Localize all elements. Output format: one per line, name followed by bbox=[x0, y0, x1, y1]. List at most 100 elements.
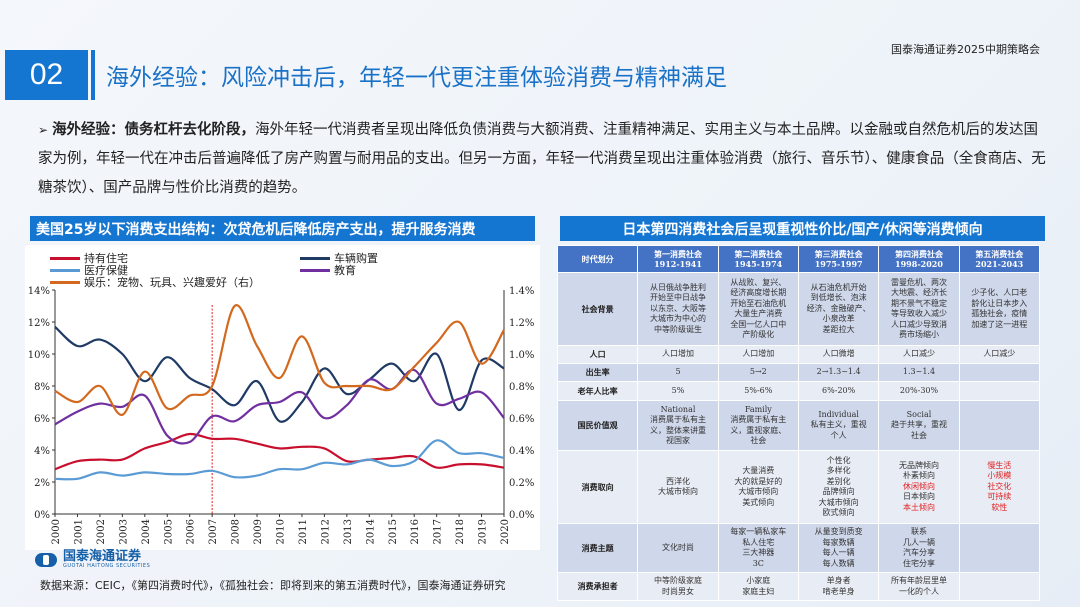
x-tick-label: 2004 bbox=[141, 519, 152, 544]
x-tick-label: 2000 bbox=[51, 519, 62, 544]
table-cell: 1.3~1.4 bbox=[878, 363, 960, 382]
x-tick-label: 2018 bbox=[455, 519, 466, 544]
conference-label: 国泰海通证券2025中期策略会 bbox=[891, 43, 1040, 56]
y-left-tick-label: 0% bbox=[34, 510, 50, 521]
logo-mark-icon bbox=[35, 552, 57, 567]
chart-svg: 0% 0.0% 2% 0.2% 4% 0.4% 6% 0.6% 8% 0.8% 10% 1.0% 12%… bbox=[28, 286, 535, 544]
y-right-tick-label: 1.0% bbox=[509, 350, 534, 361]
table-row: 消费主题 文化时尚 每家一辆私家车 私人住宅 三大神器 3C 从量变到质变 每家数辆 每人一辆每… bbox=[556, 523, 1041, 573]
row-header-cell: 消费主题 bbox=[556, 523, 639, 573]
y-right-tick-label: 1.4% bbox=[509, 286, 534, 297]
table-cell: 人口增加 bbox=[717, 345, 799, 364]
table-cell: 5%-6% bbox=[717, 381, 799, 401]
table-cell: 雷曼危机、两次 大地震、经济长 期不景气不稳定 等导致收入减少 人口减少导致消 费市场缩小 bbox=[878, 272, 960, 346]
table-row: 人口 人口增加 人口增加 人口微增 人口减少 人口减少 bbox=[556, 345, 1041, 364]
x-tick-label: 2016 bbox=[410, 519, 421, 544]
legend-label: 持有住宅 bbox=[84, 252, 128, 265]
table-title-band: 日本第四消费社会后呈现重视性价比/国产/休闲等消费倾向 bbox=[560, 216, 1045, 241]
table-cell: 个性化 多样化 差别化 品牌倾向 大城市倾向 欧式倾向 bbox=[797, 450, 880, 524]
table-row: 国民价值观 National 消费属于私有主 义，整体来讲重 视国家 Family 消费属于… bbox=[556, 400, 1041, 451]
table-cell: 中等阶级家庭 时尚男女 bbox=[637, 572, 719, 601]
series-line bbox=[54, 368, 505, 445]
legend-swatch bbox=[50, 268, 80, 272]
series-line bbox=[54, 432, 505, 471]
table-cell bbox=[958, 363, 1041, 382]
x-tick-label: 2020 bbox=[500, 519, 511, 544]
table-cell: 从量变到质变 每家数辆 每人一辆 每人数辆 bbox=[797, 523, 880, 573]
row-header-cell: 社会背景 bbox=[556, 272, 639, 346]
x-tick-label: 2017 bbox=[433, 519, 444, 544]
x-tick-label: 2001 bbox=[73, 519, 84, 544]
y-left-tick-label: 12% bbox=[28, 318, 50, 329]
table-row: 出生率 5 5→2 2→1.3~1.4 1.3~1.4 bbox=[556, 363, 1041, 382]
x-tick-label: 2003 bbox=[118, 519, 129, 544]
table-cell: 大量消费 大的就是好的 大城市倾向 美式倾向 bbox=[717, 450, 799, 524]
x-tick-label: 2015 bbox=[388, 519, 399, 544]
row-header-cell: 出生率 bbox=[556, 363, 639, 382]
table-cell: 所有年龄层里单 一化的个人 bbox=[878, 572, 960, 601]
consumption-society-table: 时代划分 第一消费社会 1912-1941 第二消费社会 1945-1974 第三消费社会… bbox=[556, 245, 1041, 601]
legend-swatch bbox=[300, 268, 330, 272]
row-header-cell: 消费取向 bbox=[556, 450, 639, 524]
data-source: 数据来源：CEIC，《第四消费时代》，《孤独社会：即将到来的第五消费时代》，国泰… bbox=[40, 579, 506, 592]
section-number: 02 bbox=[5, 50, 88, 100]
table-cell bbox=[958, 400, 1041, 451]
y-right-tick-label: 0.8% bbox=[509, 382, 534, 393]
x-tick-label: 2014 bbox=[365, 519, 376, 544]
row-header-cell: 消费承担者 bbox=[556, 572, 639, 601]
legend-swatch bbox=[50, 280, 80, 284]
body-text: 海外年轻一代消费者呈现出降低负债消费与大额消费、注重精神满足、实用主义与本土品牌… bbox=[38, 122, 1046, 196]
company-logo: 国泰海通证券 GUOTAI HAITONG SECURITIES bbox=[35, 550, 150, 569]
table-header-row: 时代划分 第一消费社会 1912-1941 第二消费社会 1945-1974 第三消费社会… bbox=[556, 245, 1041, 273]
series-line bbox=[54, 304, 505, 416]
y-left-tick-label: 4% bbox=[34, 446, 50, 457]
table-header-cell: 第一消费社会 1912-1941 bbox=[637, 245, 719, 273]
logo-subtext: GUOTAI HAITONG SECURITIES bbox=[63, 563, 151, 569]
y-right-tick-label: 0.6% bbox=[509, 414, 534, 425]
table-cell: 慢生活 小规模 社交化 可持续 软性 bbox=[958, 450, 1041, 524]
legend-label: 教育 bbox=[334, 264, 356, 277]
legend-label: 车辆购置 bbox=[334, 252, 378, 265]
y-left-tick-label: 14% bbox=[28, 286, 50, 297]
table-cell: 人口减少 bbox=[878, 345, 960, 364]
legend-swatch bbox=[50, 256, 80, 260]
table-header-cell: 第二消费社会 1945-1974 bbox=[717, 245, 799, 273]
table-cell: 5% bbox=[637, 381, 719, 401]
table-cell: 少子化、人口老 龄化让日本步入 孤独社会，疫情 加速了这一进程 bbox=[958, 272, 1041, 346]
table-cell: 人口微增 bbox=[797, 345, 880, 364]
x-tick-label: 2009 bbox=[253, 519, 264, 544]
y-right-tick-label: 0.2% bbox=[509, 478, 534, 489]
table-header-cell: 第三消费社会 1975-1997 bbox=[797, 245, 880, 273]
table-header-cell: 第四消费社会 1998-2020 bbox=[878, 245, 960, 273]
table-row: 老年人比率 5% 5%-6% 6%-20% 20%-30% bbox=[556, 381, 1041, 401]
x-tick-label: 2006 bbox=[186, 519, 197, 544]
legend-swatch bbox=[300, 256, 330, 260]
table-cell: 20%-30% bbox=[878, 381, 960, 401]
row-header-cell: 人口 bbox=[556, 345, 639, 364]
table-row: 消费承担者 中等阶级家庭 时尚男女 小家庭 家庭主妇 单身者 啃老单身 所有年龄层里单 一化的个… bbox=[556, 572, 1041, 601]
x-tick-label: 2011 bbox=[298, 519, 309, 544]
bullet-arrow-icon: ➢ bbox=[38, 123, 49, 137]
x-tick-label: 2019 bbox=[478, 519, 489, 544]
y-right-tick-label: 1.2% bbox=[509, 318, 534, 329]
y-left-tick-label: 6% bbox=[34, 414, 50, 425]
table-cell: 从日俄战争胜利 开始至中日战争 以东京、大阪等 大城市为中心的 中等阶级诞生 bbox=[637, 272, 719, 346]
page-title: 海外经验：风险冲击后，年轻一代更注重体验消费与精神满足 bbox=[106, 65, 727, 91]
logo-text: 国泰海通证券 bbox=[63, 549, 142, 564]
table-row: 消费取向 西洋化 大城市倾向 大量消费 大的就是好的 大城市倾向 美式倾向 个性化 多样化 差别化… bbox=[556, 450, 1041, 524]
table-cell: 西洋化 大城市倾向 bbox=[637, 450, 719, 524]
y-left-tick-label: 8% bbox=[34, 382, 50, 393]
table-header-cell: 时代划分 bbox=[556, 245, 639, 273]
table-cell: 单身者 啃老单身 bbox=[797, 572, 880, 601]
x-tick-label: 2010 bbox=[276, 519, 287, 544]
x-tick-label: 2012 bbox=[320, 519, 331, 544]
y-right-tick-label: 0.4% bbox=[509, 446, 534, 457]
series-line bbox=[54, 439, 505, 481]
body-paragraph: ➢ 海外经验：债务杠杆去化阶段，海外年轻一代消费者呈现出降低负债消费与大额消费、注… bbox=[38, 116, 1048, 203]
table-header-cell: 第五消费社会 2021-2043 bbox=[958, 245, 1041, 273]
table-cell: 小家庭 家庭主妇 bbox=[717, 572, 799, 601]
legend-item: 教育 bbox=[300, 262, 356, 278]
x-tick-label: 2007 bbox=[208, 519, 219, 544]
legend-label: 医疗保健 bbox=[84, 264, 128, 277]
table-cell: 5 bbox=[637, 363, 719, 382]
